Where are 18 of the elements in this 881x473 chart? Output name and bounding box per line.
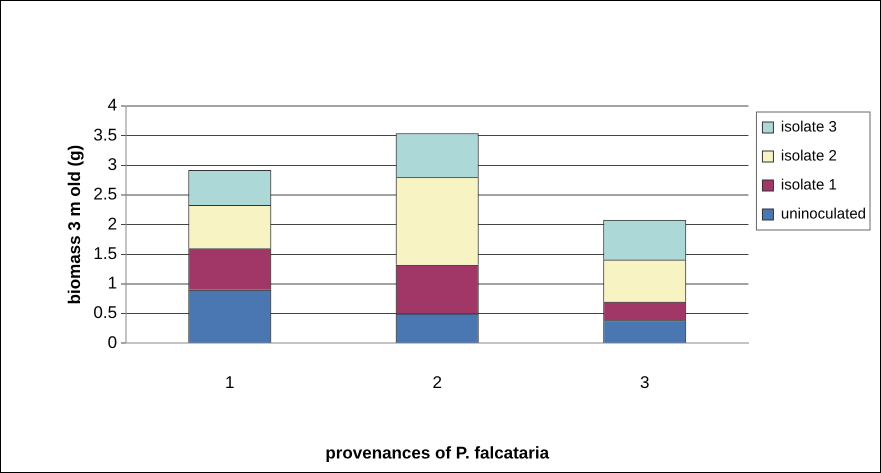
legend-label: uninoculated [780, 206, 866, 223]
legend-label: isolate 3 [780, 118, 837, 136]
y-tick-label: 1.5 [93, 244, 118, 263]
y-tick-label: 0 [108, 332, 118, 352]
x-tick-label: 2 [432, 373, 442, 392]
y-tick-label: 1 [108, 274, 118, 293]
x-axis-title: provenances of P. falcataria [325, 443, 550, 462]
y-axis-title: biomass 3 m old (g) [64, 144, 84, 304]
x-tick-label: 3 [640, 373, 650, 392]
legend-label: isolate 2 [780, 148, 837, 165]
y-tick-label: 0.5 [93, 303, 118, 322]
y-tick-label: 2.5 [93, 184, 118, 204]
y-tick-label: 2 [108, 214, 118, 234]
y-tick-label: 3 [108, 154, 118, 174]
legend-label: isolate 1 [780, 176, 837, 194]
x-tick-label: 1 [225, 373, 234, 392]
y-tick-label: 4 [108, 96, 118, 115]
y-tick-label: 3.5 [93, 125, 118, 144]
